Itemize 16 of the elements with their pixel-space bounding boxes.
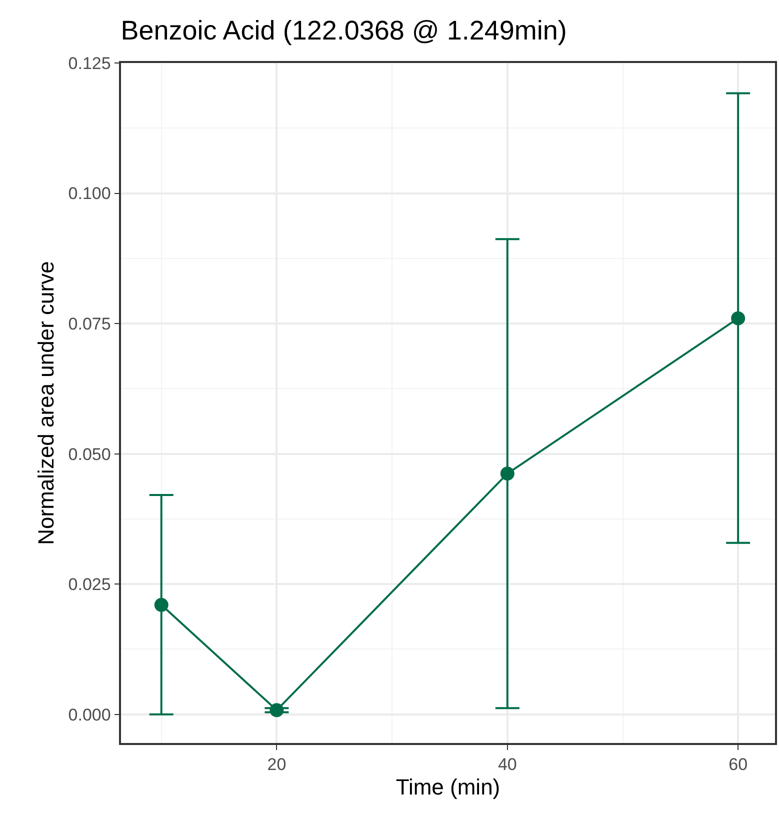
point [270, 703, 284, 718]
point [731, 311, 746, 326]
y-axis-title: Normalized area under curve [34, 261, 59, 545]
x-axis-title: Time (min) [396, 774, 500, 800]
y-tick-label: 0.000 [68, 705, 111, 724]
y-tick-label: 0.125 [68, 54, 111, 73]
y-tick-label: 0.100 [68, 184, 111, 204]
y-tick-label: 0.050 [68, 444, 111, 464]
x-tick-label: 60 [728, 755, 748, 774]
y-tick-label: 0.075 [68, 314, 111, 334]
point [500, 466, 514, 481]
x-tick-label: 40 [498, 755, 517, 774]
chart-title: Benzoic Acid (122.0368 @ 1.249min) [120, 15, 567, 46]
point [154, 598, 168, 612]
y-tick-label: 0.025 [68, 575, 111, 594]
x-tick-label: 20 [267, 755, 286, 774]
